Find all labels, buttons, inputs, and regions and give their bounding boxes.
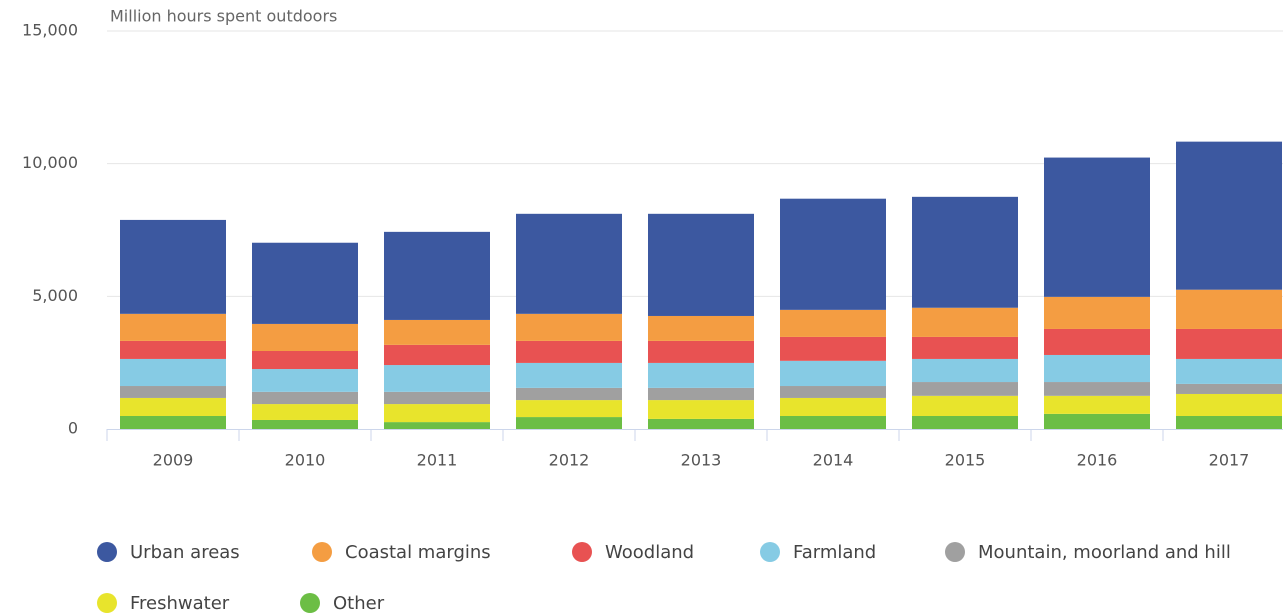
bar-segment xyxy=(120,313,226,341)
bar-segment xyxy=(780,386,886,398)
bar-segment xyxy=(648,213,754,316)
bar-segment xyxy=(1176,383,1282,394)
x-tick-label: 2013 xyxy=(681,451,722,470)
legend-label: Other xyxy=(333,593,385,614)
bar-segment xyxy=(912,395,1018,416)
legend-label: Urban areas xyxy=(130,542,240,563)
bar-segment xyxy=(1176,415,1282,429)
legend-marker xyxy=(97,593,117,613)
bar-segment xyxy=(516,417,622,429)
bar-segment xyxy=(384,231,490,320)
legend-label: Mountain, moorland and hill xyxy=(978,542,1231,563)
bar-segment xyxy=(384,319,490,345)
y-tick-label: 5,000 xyxy=(32,286,78,305)
bar-segment xyxy=(648,418,754,429)
bar-segment xyxy=(1044,354,1150,383)
bar-segment xyxy=(384,404,490,423)
bar-segment xyxy=(252,419,358,429)
bar-segment xyxy=(780,397,886,416)
legend-marker xyxy=(945,542,965,562)
bar-segment xyxy=(252,350,358,370)
bar-segment xyxy=(780,415,886,429)
legend-label: Woodland xyxy=(605,542,694,563)
bar-segment xyxy=(1176,289,1282,329)
bar-segment xyxy=(1176,358,1282,384)
legend-label: Farmland xyxy=(793,542,876,563)
bar-segment xyxy=(912,415,1018,429)
y-tick-label: 0 xyxy=(68,419,78,438)
bar-segment xyxy=(384,422,490,429)
bar-segment xyxy=(516,213,622,314)
bar-segment xyxy=(516,387,622,401)
bar-segment xyxy=(252,391,358,405)
legend-label: Freshwater xyxy=(130,593,230,614)
bar-segment xyxy=(384,365,490,392)
x-tick-label: 2017 xyxy=(1209,451,1250,470)
x-tick-label: 2009 xyxy=(153,451,194,470)
bar-segment xyxy=(252,242,358,324)
y-axis-title: Million hours spent outdoors xyxy=(110,7,337,26)
x-tick-label: 2015 xyxy=(945,451,986,470)
bar-segment xyxy=(780,336,886,361)
bar-segment xyxy=(1176,328,1282,359)
bar-segment xyxy=(516,362,622,388)
bar-segment xyxy=(384,391,490,405)
bar-segment xyxy=(912,336,1018,359)
bar-segment xyxy=(912,358,1018,383)
legend-marker xyxy=(760,542,780,562)
bar-segment xyxy=(1044,328,1150,355)
legend-marker xyxy=(572,542,592,562)
bar-segment xyxy=(1044,395,1150,414)
bar-segment xyxy=(252,323,358,351)
y-tick-label: 15,000 xyxy=(22,21,78,40)
bar-segment xyxy=(516,400,622,418)
bar-segment xyxy=(1044,382,1150,396)
bar-segment xyxy=(780,198,886,310)
bar-segment xyxy=(912,196,1018,308)
bar-segment xyxy=(120,397,226,416)
bar-segment xyxy=(120,340,226,359)
bar-segment xyxy=(912,382,1018,396)
legend-marker xyxy=(312,542,332,562)
bar-segment xyxy=(648,362,754,388)
bar-segment xyxy=(648,387,754,401)
bar-segment xyxy=(1044,296,1150,329)
bar-segment xyxy=(252,404,358,420)
x-tick-label: 2011 xyxy=(417,451,458,470)
bar-segment xyxy=(1176,141,1282,290)
bar-segment xyxy=(516,313,622,341)
legend-marker xyxy=(97,542,117,562)
legend-marker xyxy=(300,593,320,613)
x-tick-label: 2014 xyxy=(813,451,854,470)
bar-segment xyxy=(648,400,754,419)
bar-segment xyxy=(120,386,226,398)
bar-segment xyxy=(780,309,886,337)
bar-segment xyxy=(780,360,886,387)
bar-segment xyxy=(120,358,226,387)
bar-segment xyxy=(120,219,226,314)
bar-segment xyxy=(384,344,490,366)
x-tick-label: 2010 xyxy=(285,451,326,470)
bar-segment xyxy=(912,307,1018,337)
x-tick-label: 2012 xyxy=(549,451,590,470)
bar-segment xyxy=(1176,393,1282,416)
bar-segment xyxy=(516,340,622,363)
x-tick-label: 2016 xyxy=(1077,451,1118,470)
bar-segment xyxy=(1044,157,1150,297)
bar-segment xyxy=(120,415,226,429)
bar-segment xyxy=(648,315,754,341)
bar-segment xyxy=(252,369,358,392)
bar-segment xyxy=(1044,413,1150,429)
y-tick-label: 10,000 xyxy=(22,153,78,172)
legend-label: Coastal margins xyxy=(345,542,491,563)
bar-segment xyxy=(648,340,754,363)
